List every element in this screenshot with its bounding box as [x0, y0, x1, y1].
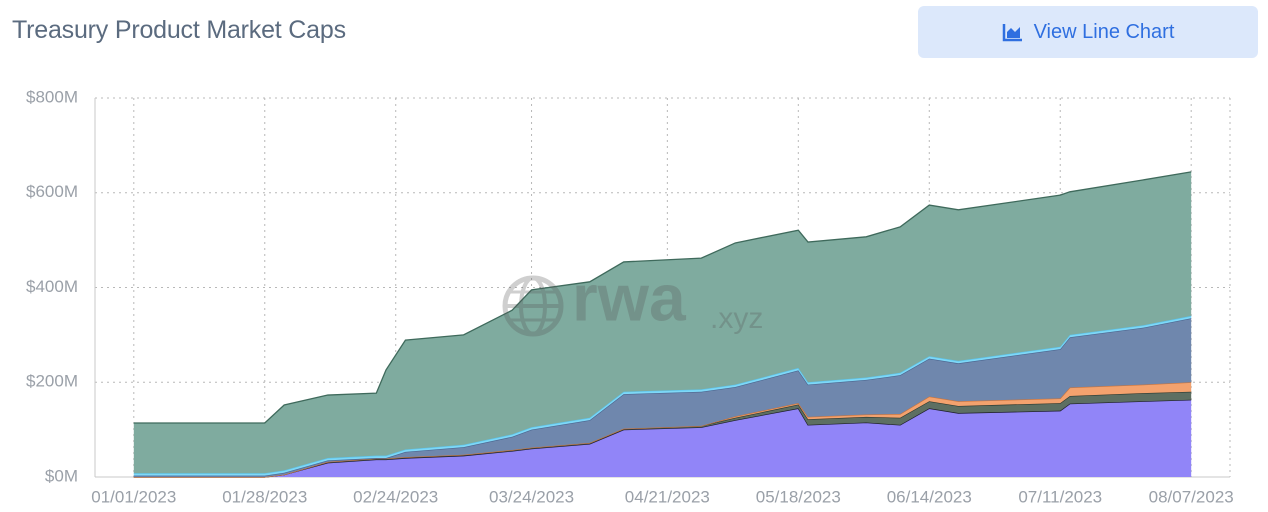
y-tick-label: $400M — [26, 277, 78, 296]
areas — [133, 171, 1192, 478]
x-tick-label: 03/24/2023 — [489, 487, 574, 506]
watermark-main: rwa — [572, 260, 687, 334]
area-segment — [133, 399, 1192, 477]
x-tick-label: 02/24/2023 — [353, 487, 438, 506]
y-tick-label: $800M — [26, 87, 78, 106]
button-label: View Line Chart — [1033, 20, 1175, 43]
area-segment — [133, 318, 1192, 477]
watermark-suffix: .xyz — [710, 302, 763, 335]
area-segment — [133, 171, 1192, 474]
x-tick-label: 08/07/2023 — [1149, 487, 1234, 506]
x-tick-label: 04/21/2023 — [625, 487, 710, 506]
x-tick-label: 01/28/2023 — [222, 487, 307, 506]
x-tick-label: 01/01/2023 — [91, 487, 176, 506]
x-tick-label: 05/18/2023 — [756, 487, 841, 506]
area-edge — [133, 171, 1192, 424]
chart-icon — [1002, 24, 1022, 42]
area-edge — [133, 315, 1192, 474]
view-line-chart-button[interactable]: View Line Chart — [918, 6, 1258, 58]
x-tick-label: 06/14/2023 — [887, 487, 972, 506]
y-tick-label: $0M — [45, 466, 78, 485]
y-tick-label: $200M — [26, 372, 78, 391]
area-segment — [133, 391, 1192, 477]
y-tick-label: $600M — [26, 182, 78, 201]
area-segment — [133, 382, 1192, 477]
page-title: Treasury Product Market Caps — [12, 16, 346, 44]
x-tick-label: 07/11/2023 — [1018, 487, 1102, 506]
watermark: rwa .xyz — [502, 260, 763, 337]
